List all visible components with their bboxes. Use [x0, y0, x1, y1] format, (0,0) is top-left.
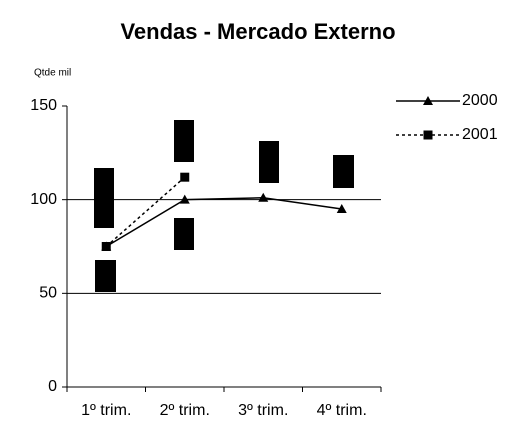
label-box — [95, 260, 116, 292]
y-axis-label: Qtde mil — [34, 68, 71, 79]
legend-label: 2000 — [462, 92, 498, 109]
label-box — [259, 141, 279, 183]
chart-title: Vendas - Mercado Externo — [120, 19, 395, 44]
series-line — [105, 176, 186, 248]
legend-label: 2001 — [462, 126, 498, 143]
x-tick-label: 2º trim. — [160, 402, 210, 419]
label-box — [174, 120, 194, 162]
series-line — [105, 197, 342, 248]
data-point — [101, 242, 111, 251]
label-boxes — [94, 120, 354, 292]
y-tick-label: 150 — [30, 97, 57, 114]
data-point — [180, 172, 190, 182]
label-box — [94, 168, 114, 228]
label-box — [174, 218, 194, 250]
x-tick-label: 4º trim. — [317, 402, 367, 419]
y-tick-label: 50 — [39, 285, 57, 302]
x-tick-label: 1º trim. — [81, 402, 131, 419]
data-point — [179, 194, 190, 204]
legend-marker — [423, 96, 433, 105]
x-tick-label: 3º trim. — [238, 402, 288, 419]
data-point — [336, 204, 347, 214]
label-box — [333, 155, 354, 188]
y-tick-label: 100 — [30, 191, 57, 208]
data-point — [258, 192, 269, 202]
legend-marker — [423, 130, 433, 140]
y-tick-label: 0 — [48, 378, 57, 395]
